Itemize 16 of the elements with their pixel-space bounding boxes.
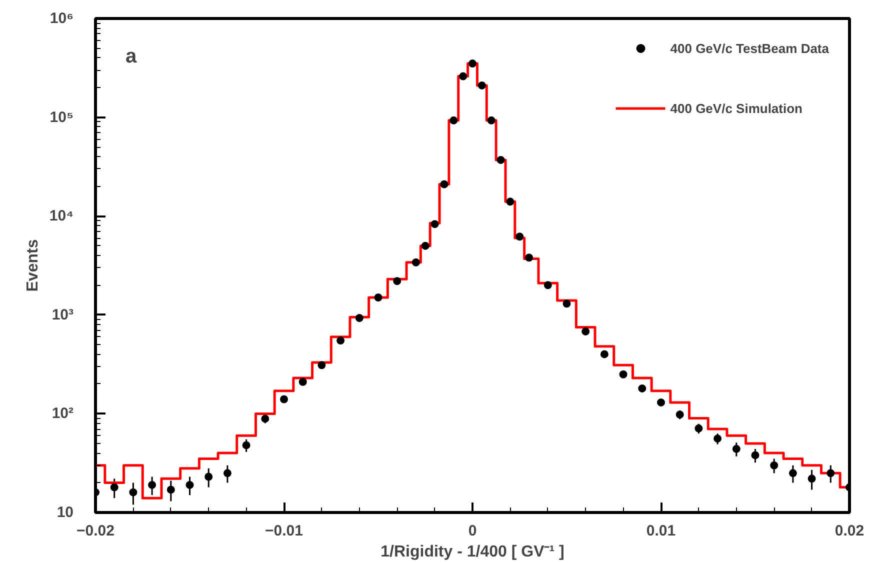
y-tick-label: 10 [56, 504, 74, 521]
x-tick-label: 0 [468, 522, 477, 540]
x-tick-label: −0.02 [76, 522, 114, 540]
y-tick-label: 10⁴ [49, 208, 74, 225]
x-tick-label: 0.02 [834, 522, 864, 540]
annotation: a [126, 46, 138, 68]
x-tick-label: −0.01 [265, 522, 303, 540]
x-tick-label: 0.01 [646, 522, 676, 540]
legend-label: 400 GeV/c Simulation [670, 100, 802, 116]
y-tick-label: 10⁶ [50, 10, 74, 27]
y-tick-label: 10³ [52, 306, 74, 324]
y-axis-title: Events [24, 239, 42, 292]
legend-label: 400 GeV/c TestBeam Data [670, 40, 829, 56]
y-tick-label: 10² [52, 405, 74, 422]
x-axis-title: 1/Rigidity - 1/400 [ GV⁻¹ ] [380, 544, 564, 560]
y-tick-label: 10⁵ [50, 108, 74, 126]
